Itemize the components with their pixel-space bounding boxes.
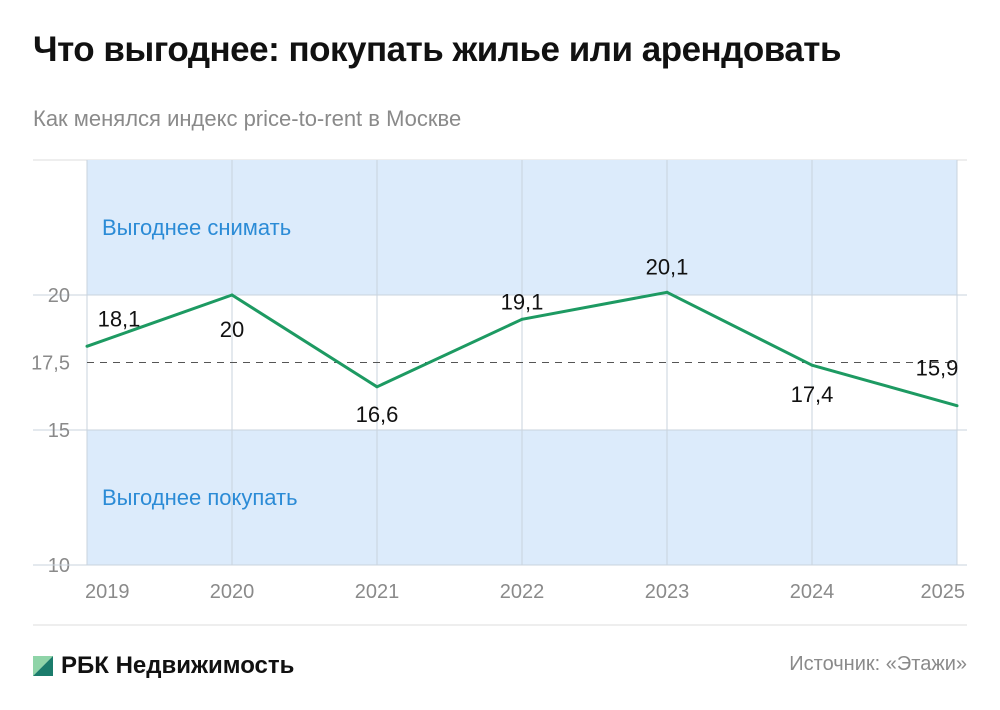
y-tick-label: 15: [48, 420, 70, 442]
data-point: [230, 293, 234, 297]
x-tick-label: 2024: [790, 581, 835, 603]
data-label: 18,1: [98, 306, 141, 331]
data-label: 16,6: [356, 402, 399, 427]
data-point: [665, 290, 669, 294]
x-tick-label: 2025: [921, 581, 966, 603]
source-note: Источник: «Этажи»: [789, 653, 967, 675]
y-tick-label: 17,5: [31, 353, 70, 375]
x-tick-label: 2022: [500, 581, 545, 603]
y-tick-label: 20: [48, 285, 70, 307]
rbc-logo-icon: [33, 656, 53, 676]
data-point: [520, 317, 524, 321]
brand-name: РБК Недвижимость: [61, 652, 295, 679]
x-tick-label: 2019: [85, 581, 130, 603]
data-label: 20: [220, 317, 244, 342]
chart-title: Что выгоднее: покупать жилье или арендов…: [33, 30, 841, 69]
brand-logo: РБК Недвижимость: [33, 652, 294, 680]
data-label: 20,1: [646, 254, 689, 279]
line-chart: 20 17,5 15 10 Выгоднее снимать Выгоднее покуп…: [31, 159, 967, 626]
data-point: [810, 363, 814, 367]
zone-label: Выгоднее снимать: [102, 215, 291, 240]
y-tick-label: 10: [48, 555, 70, 577]
zone-label: Выгоднее покупать: [102, 485, 298, 510]
data-label: 15,9: [916, 356, 959, 381]
x-tick-label: 2021: [355, 581, 400, 603]
data-label: 17,4: [791, 382, 834, 407]
data-point: [85, 344, 89, 348]
chart-subtitle: Как менялся индекс price-to-rent в Москв…: [33, 106, 462, 131]
x-tick-label: 2023: [645, 581, 690, 603]
data-point: [375, 385, 379, 389]
data-point: [955, 404, 959, 408]
data-label: 19,1: [501, 289, 544, 314]
x-tick-label: 2020: [210, 581, 255, 603]
